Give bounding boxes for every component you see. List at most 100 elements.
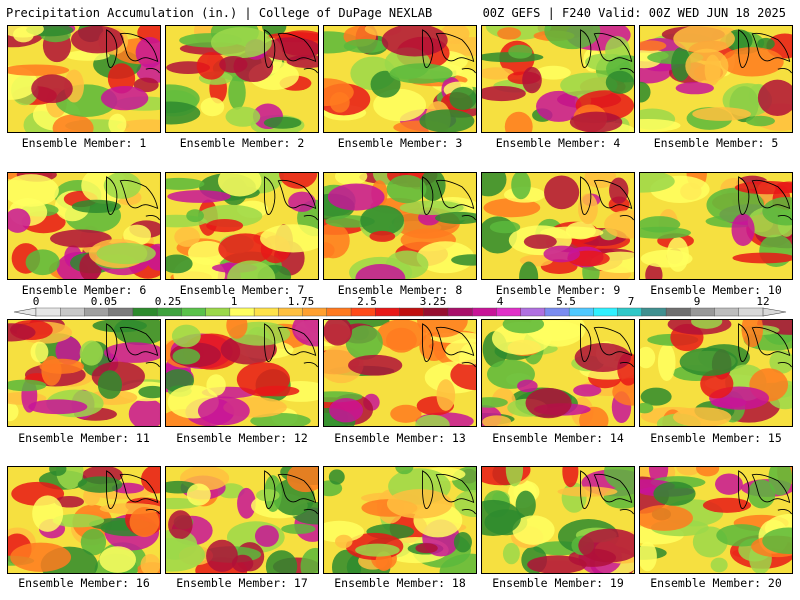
member-map-5 [639,25,793,133]
member-map-8 [323,172,477,280]
member-caption: Ensemble Member: 14 [492,431,624,445]
great-lakes-outline [737,176,792,221]
member-caption: Ensemble Member: 12 [176,431,308,445]
great-lakes-outline [737,470,792,515]
great-lakes-outline [421,176,476,221]
precip-field [482,173,634,279]
precip-field [640,173,792,279]
member-map-20 [639,466,793,574]
precip-field [324,26,476,132]
legend-tick-label: 1 [230,295,238,308]
member-caption: Ensemble Member: 2 [179,136,305,150]
member-map-9 [481,172,635,280]
member-caption: Ensemble Member: 19 [492,576,624,590]
member-map-19 [481,466,635,574]
legend-swatch [35,307,61,317]
legend-swatch [229,307,255,317]
great-lakes-outline [105,176,160,221]
member-caption: Ensemble Member: 9 [495,283,621,297]
legend-swatch [447,307,473,317]
legend-swatch [375,307,400,317]
precip-field [640,467,792,573]
legend-tick-label: 7 [627,295,635,308]
member-map-4 [481,25,635,133]
great-lakes-outline [263,323,318,368]
member-map-7 [165,172,319,280]
great-lakes-outline [579,470,634,515]
legend-swatch [520,307,546,317]
legend-tick-label: 5.5 [556,295,576,308]
legend-swatch [181,307,207,317]
legend-swatch [738,307,764,317]
precip-field [640,26,792,132]
legend-tick-label: 0.25 [154,295,182,308]
great-lakes-outline [263,470,318,515]
legend-swatch [302,307,328,317]
precip-field [8,320,160,426]
legend-swatch [108,307,134,317]
member-caption: Ensemble Member: 16 [18,576,150,590]
legend-swatch [326,307,352,317]
legend-colorbar [13,307,787,317]
member-caption: Ensemble Member: 1 [21,136,147,150]
member-caption: Ensemble Member: 20 [650,576,782,590]
precip-field [482,320,634,426]
great-lakes-outline [421,470,476,515]
legend-swatch [568,307,594,317]
precip-field [324,320,476,426]
precip-field [324,467,476,573]
member-caption: Ensemble Member: 11 [18,431,150,445]
member-map-2 [165,25,319,133]
great-lakes-outline [421,323,476,368]
member-caption: Ensemble Member: 10 [650,283,782,297]
great-lakes-outline [105,323,160,368]
member-map-18 [323,466,477,574]
legend-tick-label: 1.75 [287,295,315,308]
legend-arrow-right [762,307,787,317]
legend-swatch [496,307,522,317]
precip-field [640,320,792,426]
precip-field [8,26,160,132]
legend-tick-label: 0.05 [90,295,118,308]
legend-swatch [617,307,643,317]
member-map-11 [7,319,161,427]
legend-swatch [399,307,425,317]
great-lakes-outline [105,470,160,515]
member-map-13 [323,319,477,427]
precip-field [8,173,160,279]
legend-swatch [350,307,376,317]
precip-field [482,26,634,132]
run-info: 00Z GEFS | F240 Valid: 00Z WED JUN 18 20… [482,6,786,20]
legend-tick-label: 3.25 [419,295,447,308]
member-map-3 [323,25,477,133]
legend-tick-label: 9 [693,295,701,308]
legend-swatch [132,307,158,317]
legend-swatch [253,307,279,317]
page-title: Precipitation Accumulation (in.) | Colle… [6,6,433,20]
legend-swatch [205,307,231,317]
legend-swatch [665,307,691,317]
member-caption: Ensemble Member: 15 [650,431,782,445]
member-caption: Ensemble Member: 7 [179,283,305,297]
great-lakes-outline [105,29,160,74]
member-map-14 [481,319,635,427]
legend-tick-label: 4 [496,295,504,308]
legend-tick-label: 2.5 [357,295,377,308]
legend-swatch [593,307,618,317]
color-legend: 0 0.05 0.25 1 1.75 2.5 3.25 4 5.5 7 9 12 [0,296,800,318]
great-lakes-outline [579,323,634,368]
legend-swatch [544,307,570,317]
great-lakes-outline [263,176,318,221]
member-caption: Ensemble Member: 17 [176,576,308,590]
legend-swatch [690,307,715,317]
legend-swatch [641,307,667,317]
legend-tick-label: 12 [756,295,770,308]
legend-arrow-left [13,307,37,317]
member-map-17 [165,466,319,574]
precip-field [482,467,634,573]
precip-field [324,173,476,279]
great-lakes-outline [421,29,476,74]
member-map-16 [7,466,161,574]
member-map-10 [639,172,793,280]
legend-labels: 0 0.05 0.25 1 1.75 2.5 3.25 4 5.5 7 9 12 [0,296,800,308]
